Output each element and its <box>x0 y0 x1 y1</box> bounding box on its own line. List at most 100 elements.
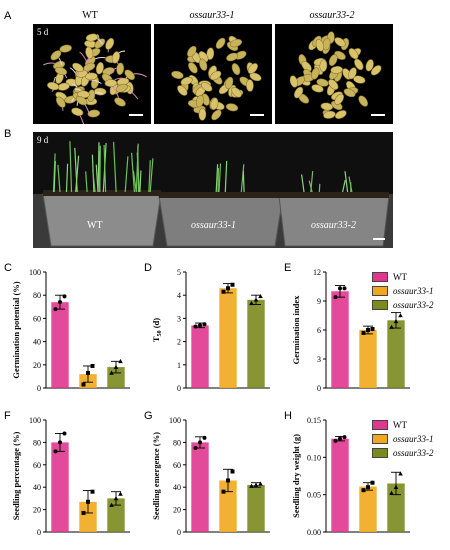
seed <box>198 108 207 121</box>
seed <box>71 107 84 116</box>
legend-label: WT <box>393 420 407 430</box>
shoot <box>99 145 101 193</box>
seed <box>370 65 382 76</box>
legend-swatch <box>372 272 388 282</box>
data-point <box>86 370 90 375</box>
seed <box>348 48 359 60</box>
legend-swatch <box>372 286 388 296</box>
data-point <box>333 438 338 443</box>
seed <box>231 87 242 98</box>
panel-a-day-label: 5 d <box>37 27 49 37</box>
shoot <box>92 169 96 193</box>
panel-label-g: G <box>144 410 153 422</box>
data-point <box>226 286 230 291</box>
shoot <box>132 170 137 193</box>
data-point <box>221 489 226 494</box>
y-axis-label: T50 (d) <box>151 318 163 342</box>
data-point <box>113 496 119 501</box>
y-tick-label: 0 <box>177 528 181 537</box>
seed <box>348 67 357 80</box>
seed <box>72 62 84 73</box>
bar-ossaur33-2 <box>387 483 405 532</box>
y-tick-label: 0 <box>37 384 41 393</box>
seed <box>226 52 239 62</box>
legend-label: WT <box>393 272 407 282</box>
seed <box>124 69 135 80</box>
scale-bar <box>371 114 385 116</box>
y-tick-label: 20 <box>33 506 41 515</box>
shoot <box>242 170 245 193</box>
legend-label: ossaur33-1 <box>393 434 434 444</box>
panel-label-h: H <box>284 410 292 422</box>
panel-label-b: B <box>4 128 12 140</box>
data-point <box>361 488 366 493</box>
data-point <box>338 436 342 441</box>
bar-ossaur33-2 <box>387 320 405 388</box>
chart-f-seedling-percentage: 0 20 40 60 80 100 Seedling percentage (%) <box>11 416 130 537</box>
y-tick-label: 0 <box>317 384 321 393</box>
bar-WT <box>191 442 209 532</box>
panel-b-label-ossaur33-1: ossaur33-1 <box>191 220 237 231</box>
panel-b-day-label: 9 d <box>37 135 49 145</box>
seed <box>85 46 94 59</box>
bar-ossaur33-1 <box>79 501 97 532</box>
seed <box>206 47 215 60</box>
seed <box>59 44 72 53</box>
legend-top-item-ossaur33-2: ossaur33-2 <box>372 300 434 310</box>
y-tick-label: 0.05 <box>307 491 321 500</box>
seed <box>225 76 234 89</box>
seed <box>85 72 98 81</box>
y-tick-label: 100 <box>29 416 41 425</box>
shoot <box>240 164 245 193</box>
panel-label-e: E <box>284 262 292 274</box>
chart-e-germination-index: 0 3 6 9 12 Germination index <box>291 268 410 393</box>
seed <box>210 70 222 81</box>
scale-bar <box>373 238 385 240</box>
seed <box>365 59 374 72</box>
seed <box>231 63 241 76</box>
seed <box>54 66 68 76</box>
data-point <box>361 330 366 335</box>
seed <box>55 96 66 108</box>
panel-a-header-ossaur33-2: ossaur33-2 <box>309 10 355 21</box>
data-point <box>221 289 226 294</box>
data-point <box>230 469 235 474</box>
y-tick-label: 2 <box>177 338 181 347</box>
data-point <box>198 323 202 328</box>
panel-label-c: C <box>4 262 12 274</box>
seed <box>215 37 226 49</box>
shoot <box>218 163 222 193</box>
y-axis-label: Seedling percentage (%) <box>11 432 21 521</box>
seed <box>187 45 197 58</box>
seed <box>104 79 118 87</box>
shoot <box>103 144 107 193</box>
panel-a-photo-ossaur33-1 <box>154 24 272 124</box>
shoot <box>113 141 117 193</box>
seed <box>319 59 328 72</box>
seed <box>225 103 239 112</box>
y-axis-label: Germination potential (%) <box>11 281 21 378</box>
data-point <box>253 482 259 487</box>
data-point <box>370 327 375 332</box>
data-point <box>90 489 95 494</box>
seed <box>105 38 115 50</box>
seed <box>328 54 338 67</box>
shoot <box>318 183 321 193</box>
data-point <box>202 435 207 440</box>
data-point <box>193 324 198 329</box>
seed <box>334 110 347 119</box>
shoot <box>74 147 78 193</box>
seed <box>50 50 62 61</box>
y-tick-label: 3 <box>317 355 321 364</box>
panel-label-d: D <box>144 262 152 274</box>
seed <box>316 78 329 87</box>
data-point <box>333 295 338 300</box>
y-axis-label: Seedling emergence (%) <box>151 432 161 520</box>
seed-cluster-ossaur33-1 <box>171 35 262 121</box>
bar-WT <box>51 302 69 388</box>
data-point <box>258 481 263 486</box>
data-point <box>258 293 263 299</box>
data-point <box>58 440 62 445</box>
chart-g-seedling-emergence: 0 20 40 60 80 100 Seedling emergence (%) <box>151 416 270 537</box>
data-point <box>370 480 375 485</box>
